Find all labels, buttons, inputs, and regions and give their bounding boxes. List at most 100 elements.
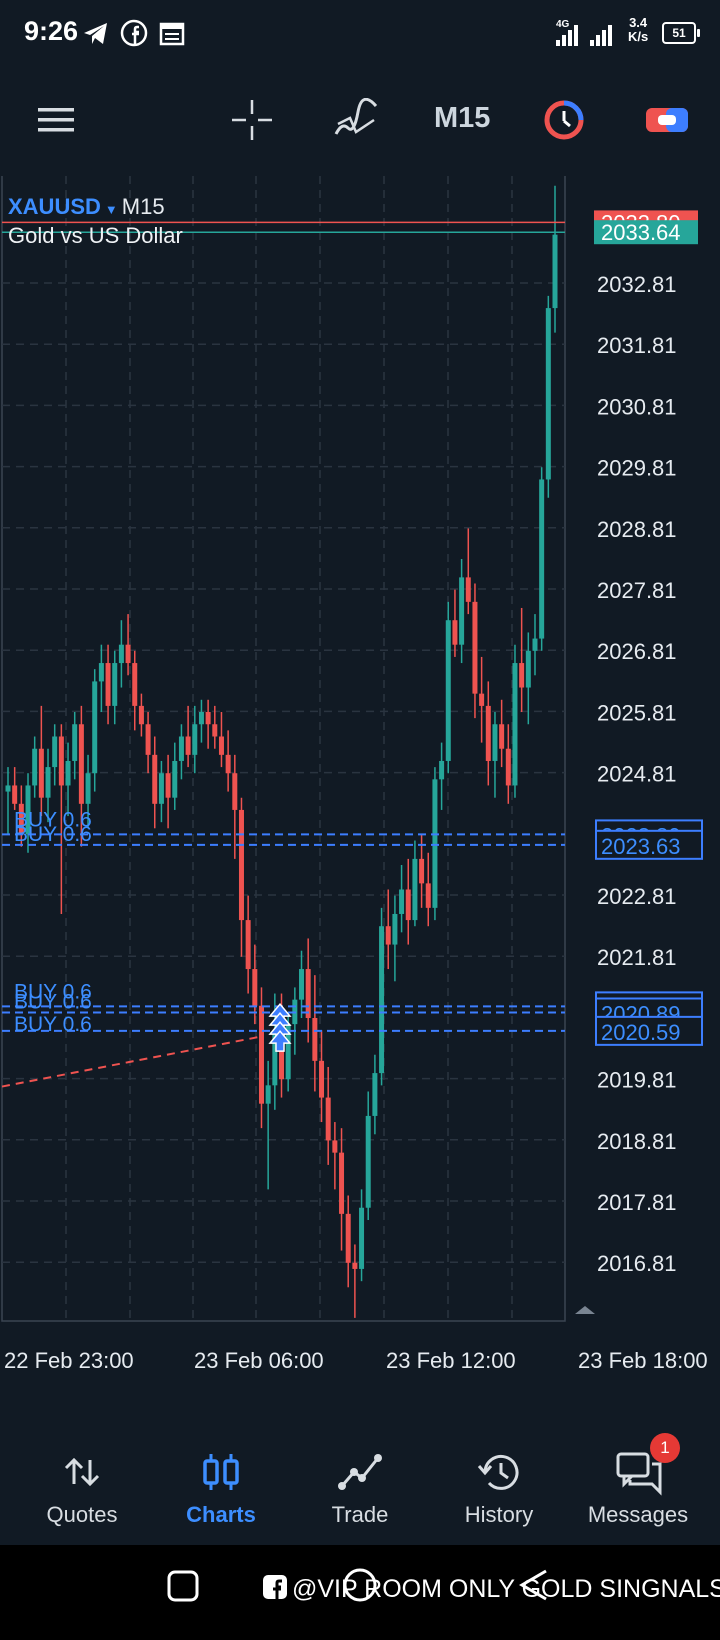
candle-body (205, 712, 211, 725)
trade-toggle-icon[interactable] (644, 98, 690, 142)
bottom-navigation: Quotes Charts Trade History M (0, 1430, 720, 1545)
candle-body (5, 785, 11, 792)
time-axis-label: 23 Feb 06:00 (194, 1348, 324, 1373)
messages-icon (616, 1452, 662, 1496)
price-tick-label: 2031.81 (597, 333, 677, 358)
candle-body (352, 1262, 358, 1269)
price-tick-label: 2019.81 (597, 1068, 677, 1093)
telegram-icon (84, 23, 107, 44)
candle-body (525, 650, 531, 688)
candle-body (232, 773, 238, 810)
clock-icon[interactable] (542, 98, 586, 142)
symbol-timeframe: M15 (121, 194, 165, 219)
candle-body (272, 1030, 278, 1086)
candle-body (52, 736, 58, 768)
candle-body (312, 1018, 318, 1061)
order-price-label: 2023.63 (601, 834, 681, 859)
candle-body (252, 969, 258, 1006)
order-price-label: 2020.59 (601, 1020, 681, 1045)
candle-body (439, 760, 445, 780)
battery-icon: 51 (662, 22, 700, 44)
candle-body (472, 601, 478, 694)
candle-body (365, 1115, 371, 1208)
back-icon[interactable] (516, 1567, 552, 1603)
candle-body (492, 724, 498, 761)
price-tick-label: 2030.81 (597, 394, 677, 419)
candle-body (158, 773, 164, 804)
plot-frame (1, 169, 566, 1322)
crosshair-icon[interactable] (230, 98, 274, 142)
clock: 9:26 (24, 16, 79, 46)
menu-icon[interactable] (34, 98, 78, 142)
signal-icon: 4G (556, 19, 612, 46)
candle-body (58, 736, 64, 786)
candle-body (92, 681, 98, 774)
nav-messages-label: Messages (587, 1502, 689, 1527)
indicators-icon[interactable] (332, 98, 380, 142)
candle-body (38, 748, 44, 798)
nav-quotes[interactable]: Quotes (12, 1430, 152, 1545)
candle-body (32, 748, 38, 786)
candle-body (178, 736, 184, 761)
candle-body (238, 809, 244, 921)
candle-body (192, 724, 198, 755)
candle-body (138, 705, 144, 725)
price-tick-label: 2026.81 (597, 639, 677, 664)
nav-trade[interactable]: Trade (290, 1430, 430, 1545)
calendar-icon (159, 22, 185, 46)
symbol-header[interactable]: XAUUSD ▼ M15 (8, 194, 165, 220)
candle-body (258, 1005, 264, 1104)
nav-charts-label: Charts (186, 1502, 256, 1527)
candle-body (345, 1213, 351, 1263)
order-line-label: BUY 0.6 (14, 823, 92, 846)
time-axis-label: 23 Feb 12:00 (386, 1348, 516, 1373)
candle-body (98, 663, 104, 682)
network-speed: 3.4 K/s (628, 16, 648, 44)
candle-body (172, 760, 178, 798)
candle-body (245, 920, 251, 970)
candle-body (445, 620, 451, 761)
chart-canvas[interactable]: 2032.81 2031.81 2030.81 2029.81 2028.81 2027.… (0, 169, 720, 1390)
chart-toolbar: M15 (0, 80, 720, 160)
home-icon[interactable] (342, 1567, 378, 1603)
price-tick-label: 2017.81 (597, 1190, 677, 1215)
candle-body (339, 1152, 345, 1214)
price-chart[interactable]: 2032.81 2031.81 2030.81 2029.81 2028.81 2027.… (0, 169, 720, 1390)
candle-body (299, 969, 305, 1000)
network-type-label: 4G (556, 19, 570, 30)
candle-body (25, 785, 31, 835)
candle-body (552, 234, 558, 309)
candle-body (379, 926, 385, 1074)
chart-shift-marker (575, 1306, 595, 1314)
candle-body (485, 705, 491, 761)
nav-quotes-label: Quotes (46, 1502, 118, 1527)
symbol-description: Gold vs US Dollar (8, 223, 183, 248)
price-tick-label: 2029.81 (597, 456, 677, 481)
candle-body (532, 638, 538, 651)
candle-body (45, 767, 51, 798)
candle-body (465, 577, 471, 602)
facebook-icon (120, 19, 148, 47)
nav-messages[interactable]: Messages (568, 1430, 708, 1545)
price-tick-label: 2025.81 (597, 700, 677, 725)
candle-body (399, 889, 405, 914)
recents-icon[interactable] (166, 1569, 200, 1603)
symbol-dropdown-icon[interactable]: ▼ (104, 202, 118, 217)
symbol-name[interactable]: XAUUSD (8, 194, 101, 219)
timeframe-selector[interactable]: M15 (434, 102, 491, 134)
order-line-label: BUY 0.6 (14, 991, 92, 1014)
candle-body (419, 858, 425, 884)
candle-body (539, 479, 545, 639)
candle-body (505, 748, 511, 786)
nav-charts[interactable]: Charts (151, 1430, 291, 1545)
candle-body (78, 724, 84, 804)
price-tick-label: 2016.81 (597, 1251, 677, 1276)
candle-body (332, 1140, 338, 1153)
nav-history[interactable]: History (429, 1430, 569, 1545)
nav-history-label: History (464, 1502, 534, 1527)
candle-body (425, 883, 431, 908)
candle-body (405, 889, 411, 921)
candle-body (112, 663, 118, 706)
candle-body (452, 620, 458, 645)
time-axis-label: 23 Feb 18:00 (578, 1348, 708, 1373)
